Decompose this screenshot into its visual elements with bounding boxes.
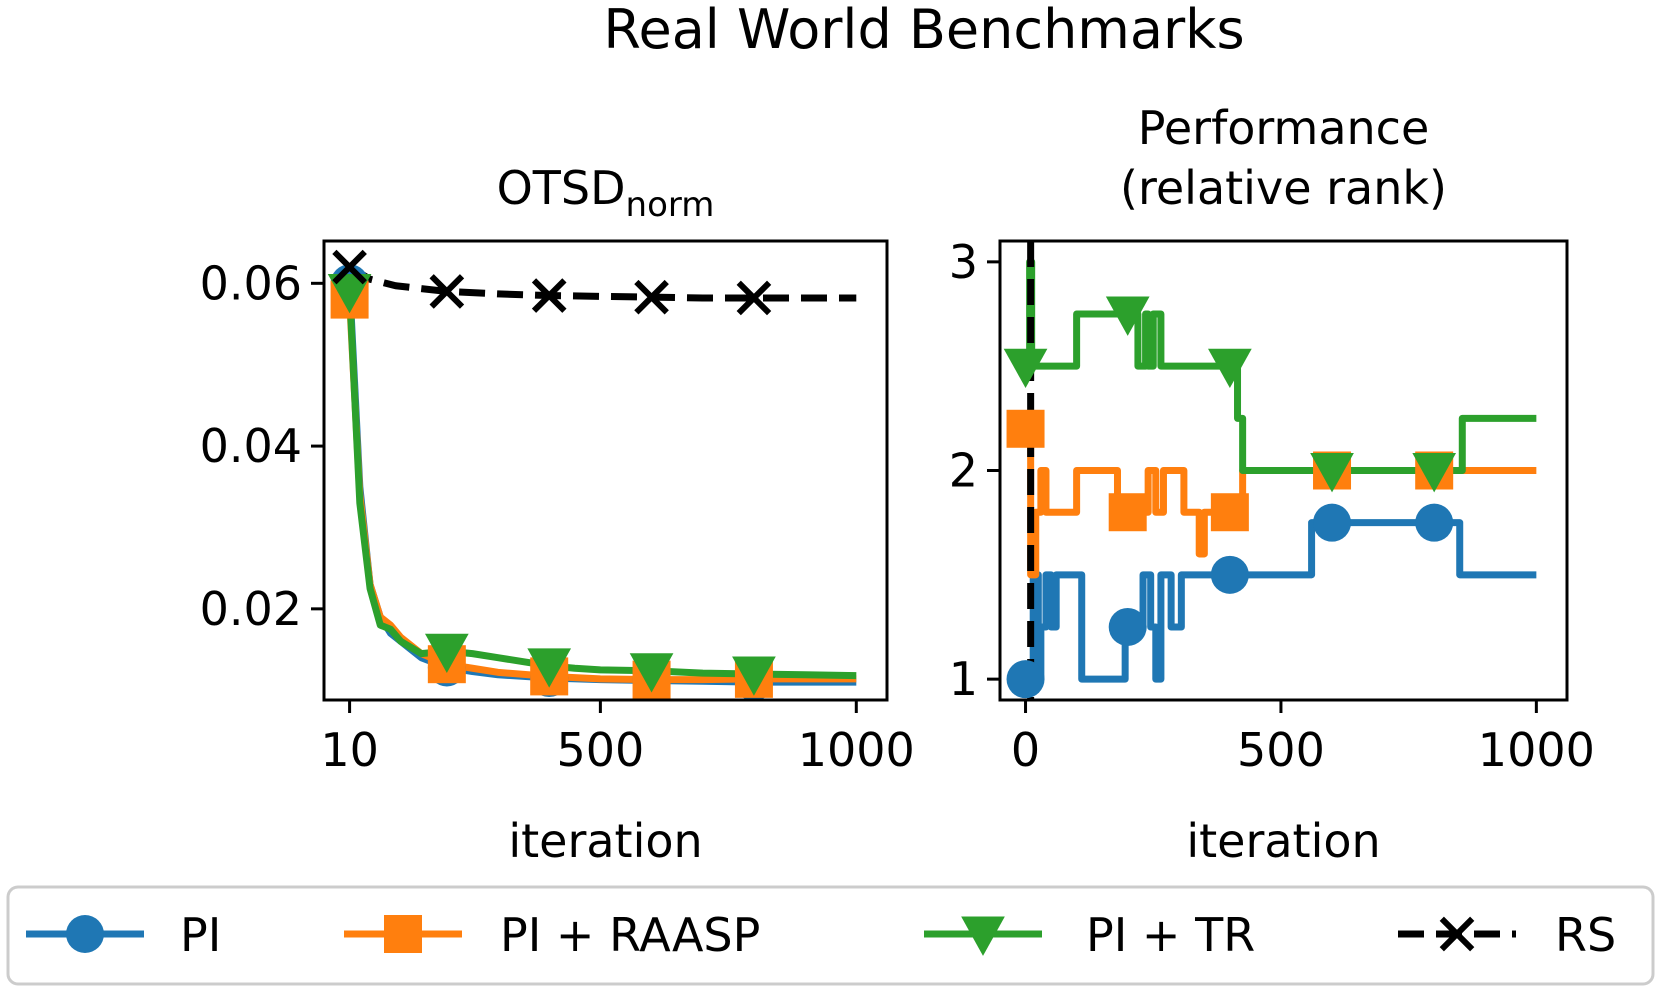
series-line-rs [347, 264, 857, 302]
marker-pi [1006, 660, 1045, 699]
series-line-pi-raasp [346, 299, 857, 684]
legend-item-pi-tr: PI + TR [924, 908, 1255, 962]
marker-rs [429, 274, 465, 309]
series-line-pi-tr [346, 291, 857, 680]
x-tick-label: 1000 [798, 723, 915, 777]
legend-label: PI + RAASP [500, 908, 760, 962]
series-line-pi [346, 283, 857, 686]
plot-frame [322, 239, 889, 702]
y-tick-label: 0.06 [200, 256, 302, 310]
marker-pi [1108, 607, 1147, 646]
marker-pi-raasp [1006, 409, 1045, 448]
marker-pi-tr [1310, 453, 1354, 493]
legend-item-pi: PI [26, 908, 221, 962]
chart-title-line: Performance [1138, 101, 1430, 155]
marker-rs [531, 278, 567, 313]
y-tick-label: 3 [949, 235, 978, 289]
x-tick-label: 1000 [1478, 723, 1595, 777]
marker-rs [332, 249, 367, 285]
x-tick-label: 500 [556, 723, 644, 777]
legend-label: RS [1555, 908, 1616, 962]
marker-rs [634, 279, 669, 315]
legend-label: PI [180, 908, 221, 962]
chart-performance: Performance (relative rank) 0 500 1000 1 2 3 ite… [949, 101, 1595, 868]
markers-group [327, 249, 776, 702]
chart-otsd: OTSDnorm 10 500 1000 0.02 0.04 0.06 iteration [200, 161, 915, 868]
chart-title: OTSDnorm [497, 161, 715, 225]
marker-pi-tr [1105, 296, 1150, 336]
y-tick-label: 0.04 [200, 419, 302, 473]
marker-pi-tr [1412, 453, 1457, 493]
legend-marker [1439, 916, 1475, 952]
marker-pi-tr [1003, 348, 1048, 389]
legend-marker [384, 915, 422, 953]
x-axis-label: iteration [508, 814, 702, 868]
y-tick-label: 2 [949, 444, 978, 498]
x-axis-label: iteration [1186, 814, 1380, 868]
series-group [1025, 241, 1537, 700]
series-line-pi-tr [1025, 258, 1537, 474]
y-tick-label: 1 [949, 652, 978, 706]
y-tick-label: 0.02 [200, 582, 302, 636]
marker-pi-tr [424, 633, 469, 674]
legend-item-pi-raasp: PI + RAASP [344, 908, 760, 962]
legend-marker [961, 916, 1005, 956]
series-group [346, 264, 857, 686]
legend-marker [66, 915, 104, 953]
marker-pi-tr [527, 648, 572, 688]
chart-title-line: (relative rank) [1120, 161, 1447, 215]
marker-pi-tr [327, 273, 372, 314]
marker-pi-raasp [1108, 493, 1147, 532]
series-line-pi [1025, 519, 1537, 683]
figure-title: Real World Benchmarks [603, 0, 1244, 61]
legend-frame [6, 885, 1655, 986]
marker-pi [1210, 555, 1249, 594]
marker-pi-tr [732, 656, 776, 696]
legend-item-rs: RS [1398, 908, 1616, 962]
marker-pi-tr [1208, 348, 1252, 389]
legend-label: PI + TR [1086, 908, 1255, 962]
x-tick-label: 0 [1011, 723, 1040, 777]
marker-pi [1415, 503, 1454, 542]
x-tick-label: 10 [320, 723, 379, 777]
x-tick-label: 500 [1237, 723, 1325, 777]
markers-group [1003, 296, 1457, 699]
marker-pi-raasp [1210, 493, 1249, 532]
legend: PI PI + RAASP PI + TR RS [6, 885, 1655, 986]
marker-pi-tr [629, 653, 674, 693]
marker-pi [1313, 503, 1352, 542]
marker-rs [736, 280, 772, 316]
chart-title-subscript: norm [626, 185, 715, 225]
